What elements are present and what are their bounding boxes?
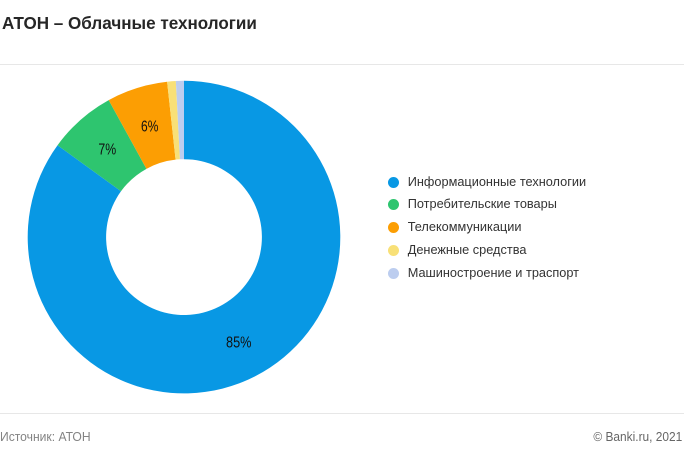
svg-text:85%: 85% (226, 334, 252, 351)
svg-text:6%: 6% (141, 118, 158, 135)
svg-text:7%: 7% (98, 142, 116, 159)
